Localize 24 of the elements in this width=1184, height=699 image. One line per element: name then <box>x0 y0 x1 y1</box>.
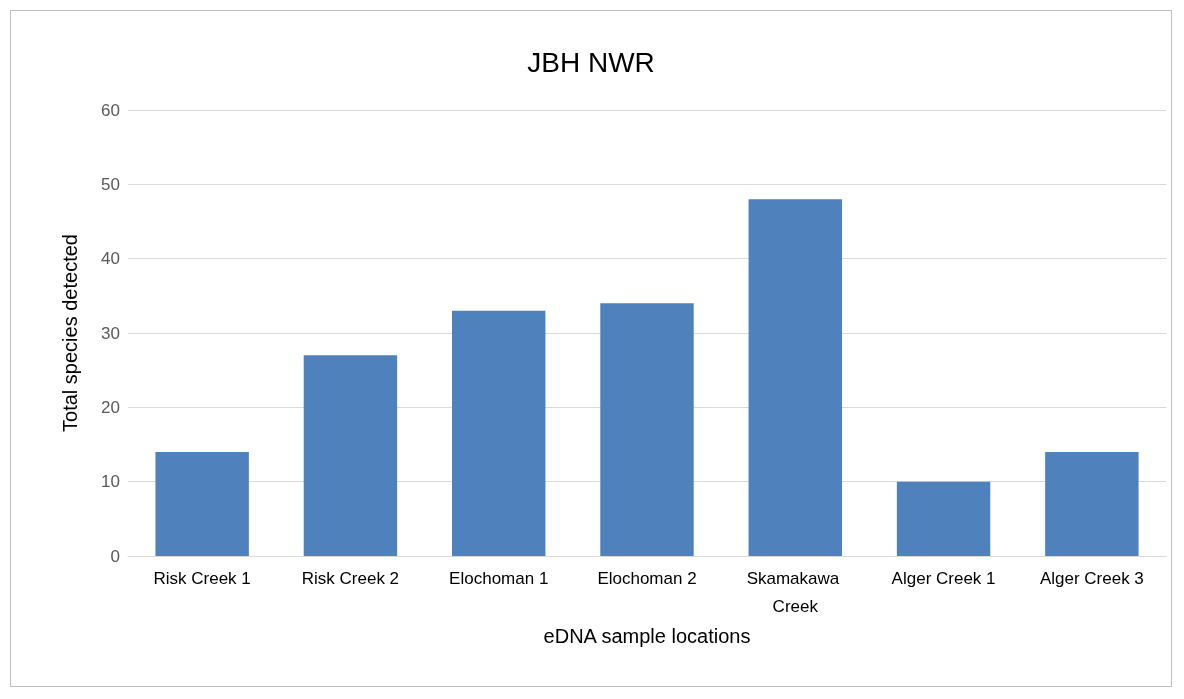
y-axis-title: Total species detected <box>59 234 81 432</box>
bar <box>1045 451 1139 556</box>
y-tick-label: 60 <box>101 100 120 120</box>
y-tick-label: 10 <box>101 472 120 492</box>
y-tick-label: 20 <box>101 397 120 417</box>
x-tick-label: Skamakawa Creek <box>746 568 844 616</box>
x-tick-label: Alger Creek 1 <box>891 568 996 588</box>
bar <box>748 199 842 556</box>
bar <box>303 355 398 556</box>
y-tick-label: 50 <box>101 174 120 194</box>
x-tick-label: Risk Creek 2 <box>301 568 400 588</box>
y-tick-label: 40 <box>101 249 120 269</box>
y-tick-label: 0 <box>110 546 120 566</box>
y-tick-label: 30 <box>101 323 120 343</box>
bar <box>155 451 249 556</box>
x-tick-label: Alger Creek 3 <box>1039 568 1144 588</box>
bar <box>452 310 546 556</box>
bar <box>600 303 694 556</box>
x-tick-label: Risk Creek 1 <box>153 568 251 588</box>
chart-title: JBH NWR <box>527 46 655 78</box>
bar <box>896 481 991 556</box>
x-tick-label: Elochoman 2 <box>597 568 697 588</box>
x-tick-label: Elochoman 1 <box>449 568 549 588</box>
x-axis-title: eDNA sample locations <box>543 625 751 647</box>
